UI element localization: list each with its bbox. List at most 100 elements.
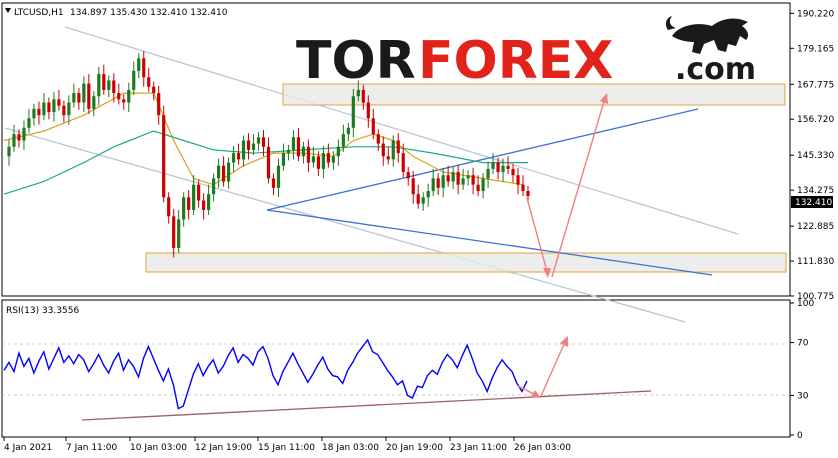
arrowhead-up-icon	[600, 93, 608, 104]
rsi-tick-label: 100	[797, 299, 814, 309]
candle-body	[496, 162, 500, 173]
candle-body	[192, 184, 196, 210]
candle-body	[7, 146, 11, 157]
candle-body	[471, 175, 475, 185]
candle-body	[12, 134, 16, 147]
candle-body	[221, 165, 226, 182]
candle-body	[526, 191, 530, 197]
candle-body	[371, 118, 375, 135]
candle-body	[132, 70, 136, 90]
candle-body	[381, 143, 385, 157]
price-tick-label: 190.220	[797, 9, 834, 19]
rsi-series	[3, 338, 528, 410]
candle-body	[286, 149, 291, 154]
rsi-label: RSI(13) 33.3556	[6, 306, 79, 316]
candle-body	[506, 165, 510, 169]
candle-body	[356, 89, 360, 97]
candle-body	[296, 137, 301, 157]
candle-body	[456, 172, 460, 185]
price-axis: 190.220 179.165 167.775 156.720 145.330 134.2…	[790, 9, 834, 302]
triangle-down-icon[interactable]	[5, 8, 11, 13]
candle-body	[461, 178, 465, 185]
candle-body	[182, 197, 186, 220]
candle-body	[82, 83, 86, 103]
logo-text-tor: TOR	[296, 31, 416, 91]
candle-body	[32, 108, 36, 119]
candle-body	[266, 146, 271, 179]
rsi-arrowhead-down-icon	[531, 390, 541, 398]
candle-body	[316, 156, 320, 169]
rsi-tick-label: 30	[797, 391, 809, 401]
candle-body	[122, 99, 126, 103]
rsi-support-line	[81, 390, 652, 421]
candle-body	[301, 146, 306, 157]
rsi-arrowhead-up-icon	[560, 336, 568, 347]
support-zone	[145, 252, 787, 273]
candle-body	[326, 153, 330, 163]
candle-body	[87, 83, 91, 109]
candle-body	[426, 191, 430, 198]
price-tick-label: 179.165	[797, 44, 834, 54]
last-price-label: 132.410	[795, 198, 832, 208]
candle-body	[142, 58, 146, 78]
candle-body	[147, 77, 151, 87]
candle-body	[281, 153, 286, 166]
resistance-zone	[282, 83, 786, 106]
candle-body	[401, 153, 405, 173]
candle-body	[236, 153, 241, 160]
candle-body	[331, 156, 335, 163]
candle-body	[246, 140, 251, 150]
candle-body	[486, 168, 490, 179]
candle-body	[177, 219, 181, 248]
candle-body	[137, 58, 141, 71]
candle-body	[27, 118, 31, 128]
candle-body	[47, 102, 51, 113]
price-tick-label: 145.330	[797, 151, 834, 161]
candle-body	[52, 99, 56, 113]
candle-body	[67, 102, 71, 116]
candle-body	[411, 178, 415, 195]
forecast-arrow-down	[526, 197, 549, 276]
candle-body	[511, 168, 515, 176]
candle-body	[451, 172, 455, 182]
price-tick-label: 134.275	[797, 186, 834, 196]
rsi-tick-label: 0	[797, 431, 803, 441]
candle-body	[216, 165, 221, 179]
arrowhead-down-icon	[543, 268, 551, 278]
price-tick-label: 111.830	[797, 257, 834, 267]
ohlc-values: 134.897 135.430 132.410 132.410	[70, 8, 228, 18]
rsi-tick-label: 70	[797, 339, 809, 349]
candle-body	[366, 102, 370, 119]
forecast-arrow-up	[551, 97, 606, 278]
candles	[7, 51, 530, 258]
candle-body	[37, 108, 41, 116]
time-tick-label: 12 Jan 19:00	[195, 443, 252, 453]
candle-body	[226, 162, 231, 182]
candle-body	[521, 184, 525, 192]
candle-body	[476, 184, 480, 192]
ma-fast-line	[3, 92, 524, 186]
rsi-line	[3, 338, 528, 410]
candle-body	[341, 134, 345, 147]
rsi-pane	[1, 299, 791, 438]
candle-body	[241, 140, 246, 160]
candle-body	[361, 89, 365, 103]
price-tick-label: 167.775	[797, 80, 834, 90]
candle-body	[187, 197, 191, 210]
candle-body	[346, 127, 350, 135]
candle-body	[202, 200, 206, 210]
candle-body	[466, 175, 470, 179]
candle-body	[117, 93, 121, 100]
candle-body	[22, 127, 26, 141]
rsi-axis: 100 70 30 0	[790, 299, 814, 441]
candle-body	[72, 93, 76, 103]
candle-body	[197, 184, 201, 201]
main-chart-pane	[1, 2, 791, 297]
candle-body	[42, 102, 46, 116]
candle-body	[516, 175, 520, 185]
candle-body	[256, 137, 261, 144]
candle-body	[406, 172, 410, 179]
time-tick-label: 23 Jan 11:00	[450, 443, 507, 453]
time-tick-label: 4 Jan 2021	[4, 443, 52, 453]
